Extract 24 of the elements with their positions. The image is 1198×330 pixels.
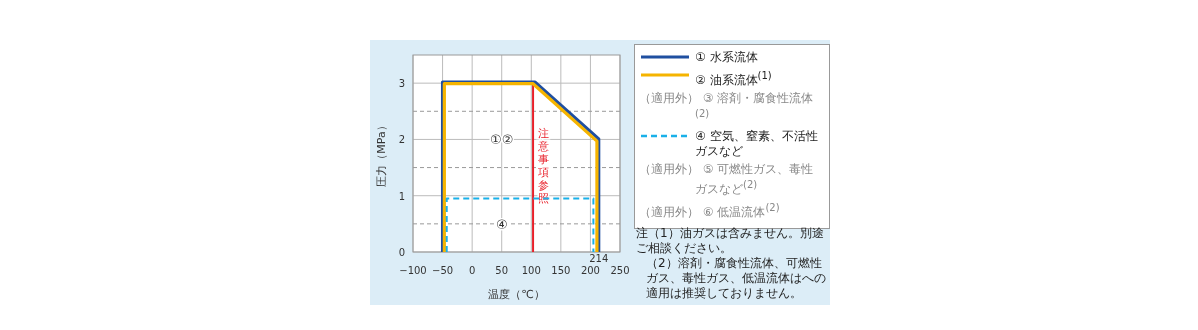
legend-label: ④ 空気、窒素、不活性ガスなど [695,129,819,159]
y-axis-title: 圧力（MPa） [375,120,388,187]
annotation: 214 [589,253,609,264]
annotation: ①② [490,132,514,148]
x-tick-label: −100 [399,265,427,276]
x-tick-label: 100 [521,265,541,276]
legend-label: ① 水系流体 [695,50,758,65]
text: 注（1）油ガスは含みません。別途ご相談ください。 [636,226,825,256]
annotation: ④ [495,216,508,232]
y-tick-label: 3 [398,78,405,90]
x-tick-label: 50 [495,265,509,276]
text: （適用外） ⑤ 可燃性ガス、毒性ガスなど$^{(2)}$ [639,162,815,197]
text: （2）溶剤・腐食性流体、可燃性ガス、毒性ガス、低温流体はへの適用は推奨しておりません。 [645,256,827,301]
y-tick-label: 2 [398,134,405,146]
y-tick-label: 0 [398,247,405,258]
x-tick-label: −50 [432,265,454,276]
text: （適用外） ⑥ 低温流体$^{(2)}$ [639,201,781,220]
x-tick-label: 250 [610,265,630,276]
legend-label: ② 油系流体$^{(1)}$ [695,69,772,88]
x-tick-label: 200 [580,265,600,276]
x-axis-title: 温度（℃） [488,288,545,301]
x-tick-label: 150 [551,265,571,276]
x-tick-label: 0 [468,265,476,276]
y-tick-label: 1 [398,190,405,202]
